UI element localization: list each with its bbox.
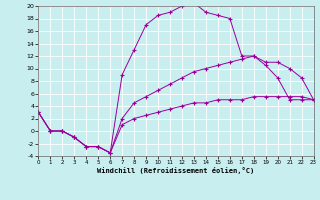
X-axis label: Windchill (Refroidissement éolien,°C): Windchill (Refroidissement éolien,°C) bbox=[97, 167, 255, 174]
